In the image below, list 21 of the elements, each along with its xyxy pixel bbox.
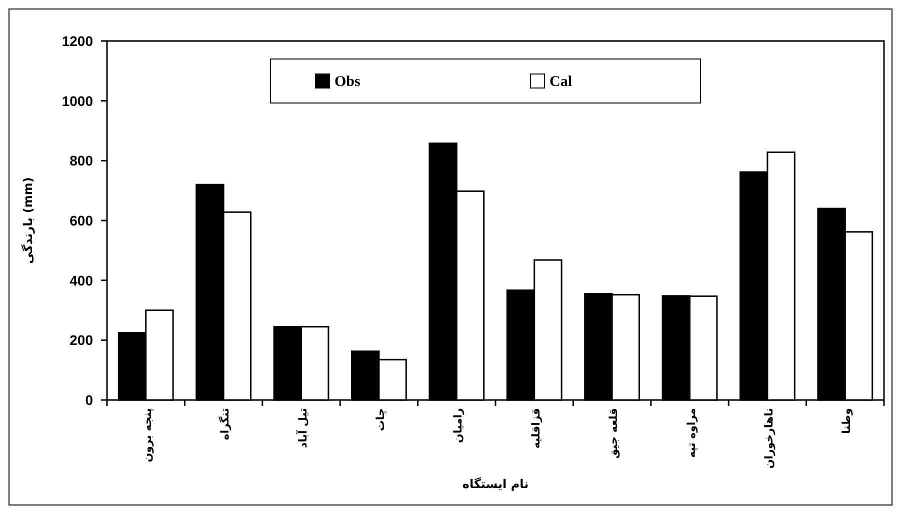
y-axis-title: بارندگی (mm) xyxy=(21,177,35,264)
y-tick-label: 0 xyxy=(85,392,94,408)
y-tick-label: 800 xyxy=(70,152,94,169)
x-tick-label: تیل آباد xyxy=(295,408,310,448)
y-tick-label: 200 xyxy=(70,332,94,348)
legend-label: Cal xyxy=(550,74,572,90)
x-tick-label: چات xyxy=(374,408,387,432)
y-tick-label: 1200 xyxy=(62,33,94,49)
x-axis-title: نام ایستگاه xyxy=(462,477,529,491)
x-tick-label: مراوه تپه xyxy=(684,408,698,458)
legend-label: Obs xyxy=(334,74,361,90)
x-tick-label: قزاقلیه xyxy=(529,408,542,449)
x-tick-label: ناهارخوران xyxy=(762,408,776,469)
y-tick-label: 600 xyxy=(70,212,94,228)
x-tick-label: وطنا xyxy=(840,408,854,434)
x-tick-label: قلعه جیق xyxy=(607,408,620,459)
y-tick-label: 400 xyxy=(70,272,94,288)
x-tick-label: پنجه برون xyxy=(140,408,154,462)
x-tick-label: تنگراه xyxy=(218,408,232,440)
x-tick-label: رامیان xyxy=(452,408,465,443)
y-tick-label: 1000 xyxy=(62,92,94,109)
